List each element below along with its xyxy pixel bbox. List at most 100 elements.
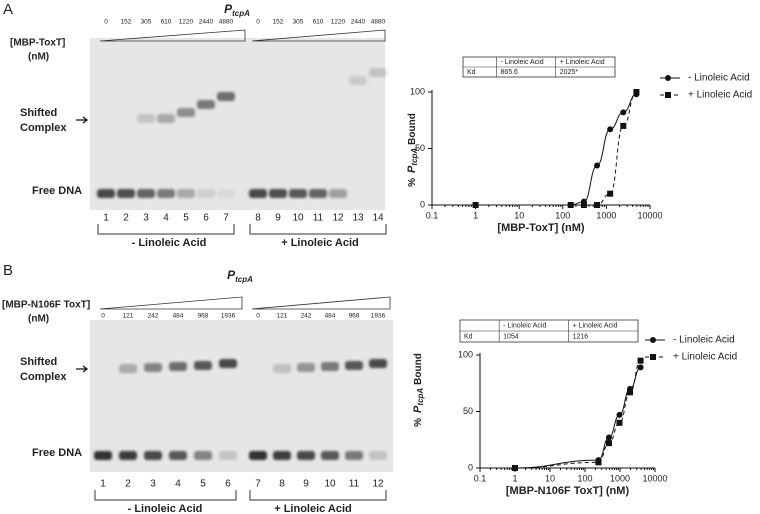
data-point — [605, 434, 612, 441]
gel-image — [90, 320, 393, 472]
gel-title: PtcpA — [227, 268, 253, 284]
data-point — [595, 459, 602, 466]
lane-number: 13 — [352, 213, 364, 224]
kd-cell: Kd — [464, 333, 473, 340]
free-dna-band — [94, 451, 112, 460]
concentration-label: 0 — [256, 19, 260, 26]
free-dna-band — [217, 189, 235, 198]
shifted-band — [321, 362, 339, 371]
data-point — [616, 419, 623, 426]
y-label-main: P — [412, 405, 424, 413]
shifted-band — [194, 361, 212, 370]
lane-number: 4 — [163, 213, 169, 224]
y-label-part: % — [413, 418, 424, 427]
kd-column-header: + Linoleic Acid — [573, 322, 618, 329]
data-point — [637, 357, 644, 364]
kd-column-header: - Linoleic Acid — [500, 59, 543, 66]
band-arrow — [76, 116, 88, 124]
shifted-band — [157, 114, 175, 123]
lane-bracket — [94, 490, 237, 501]
band-arrow — [76, 365, 88, 373]
data-point — [594, 162, 601, 169]
lane-number: 8 — [279, 479, 285, 490]
concentration-label: 968 — [349, 313, 360, 320]
free-dna-band — [309, 189, 327, 198]
lane-number: 14 — [372, 213, 384, 224]
concentration-label: 242 — [301, 313, 312, 320]
protein-label: (nM) — [28, 314, 49, 325]
kd-cell: 865.6 — [500, 69, 518, 76]
y-tick-label: 100 — [410, 86, 425, 96]
free-dna-band — [321, 451, 339, 460]
y-tick-label: 0 — [420, 199, 425, 209]
concentration-wedge — [251, 296, 391, 310]
data-point — [620, 109, 627, 116]
concentration-label: 242 — [148, 313, 159, 320]
concentration-label: 4880 — [371, 19, 386, 26]
x-tick-label: 10000 — [642, 473, 667, 483]
shifted-band — [177, 108, 195, 117]
title-main: P — [227, 268, 236, 282]
band-label: Complex — [20, 371, 67, 383]
free-dna-band — [119, 451, 137, 460]
lane-number: 11 — [349, 479, 360, 490]
shifted-band — [119, 364, 137, 373]
shifted-band — [369, 359, 387, 368]
concentration-label: 610 — [313, 19, 324, 26]
free-dna-band — [197, 189, 215, 198]
free-dna-band — [273, 451, 291, 460]
protein-label: (nM) — [28, 52, 49, 63]
legend-label: + Linoleic Acid — [688, 90, 752, 101]
lane-number: 2 — [125, 479, 131, 490]
y-label-sub: tcpA — [410, 148, 419, 166]
band-label: Shifted — [20, 356, 57, 368]
lane-number: 6 — [225, 479, 231, 490]
lane-number: 4 — [175, 479, 181, 490]
data-point — [594, 202, 601, 208]
concentration-label: 484 — [173, 313, 184, 320]
band-label: Shifted — [20, 107, 57, 119]
concentration-label: 2440 — [351, 19, 366, 26]
lane-number: 6 — [203, 213, 209, 224]
kd-column-header: + Linoleic Acid — [560, 59, 605, 66]
shifted-band — [369, 68, 387, 77]
x-tick-label: 1 — [512, 473, 517, 483]
lane-bracket — [97, 224, 235, 235]
concentration-label: 4880 — [219, 19, 234, 26]
protein-label: [MBP-N106F ToxT] — [2, 300, 90, 311]
free-dna-band — [177, 189, 195, 198]
lane-number: 7 — [223, 213, 229, 224]
group-label: + Linoleic Acid — [274, 503, 352, 514]
lane-number: 1 — [100, 479, 106, 490]
shifted-band — [345, 361, 363, 370]
panel-label: A — [3, 1, 13, 18]
concentration-label: 1936 — [221, 313, 236, 320]
kd-cell: 2025* — [560, 69, 579, 76]
kd-cell: 1054 — [503, 333, 519, 340]
y-label-part: % — [407, 178, 418, 187]
lane-number: 12 — [372, 479, 384, 490]
y-tick-label: 50 — [415, 143, 425, 153]
free-dna-band — [369, 451, 387, 460]
concentration-label: 2440 — [199, 19, 214, 26]
series-line — [475, 91, 637, 206]
x-tick-label: 1 — [473, 210, 478, 220]
band-label: Free DNA — [32, 185, 82, 197]
band-label: Complex — [20, 122, 67, 134]
group-label: + Linoleic Acid — [281, 237, 359, 249]
title-sub: tcpA — [235, 275, 253, 284]
shifted-band — [197, 100, 215, 109]
x-axis-label: [MBP-N106F ToxT] (nM) — [506, 485, 630, 497]
concentration-label: 305 — [141, 19, 152, 26]
concentration-label: 484 — [325, 313, 336, 320]
band-label: Free DNA — [32, 447, 82, 459]
x-tick-label: 10 — [514, 210, 524, 220]
y-axis-label: % PtcpA Bound — [412, 353, 425, 427]
x-tick-label: 0.1 — [474, 473, 487, 483]
x-tick-label: 10 — [545, 473, 555, 483]
data-point — [580, 202, 587, 208]
data-point — [605, 440, 612, 447]
shifted-band — [349, 76, 367, 85]
y-axis-label: % PtcpA Bound — [406, 113, 419, 187]
